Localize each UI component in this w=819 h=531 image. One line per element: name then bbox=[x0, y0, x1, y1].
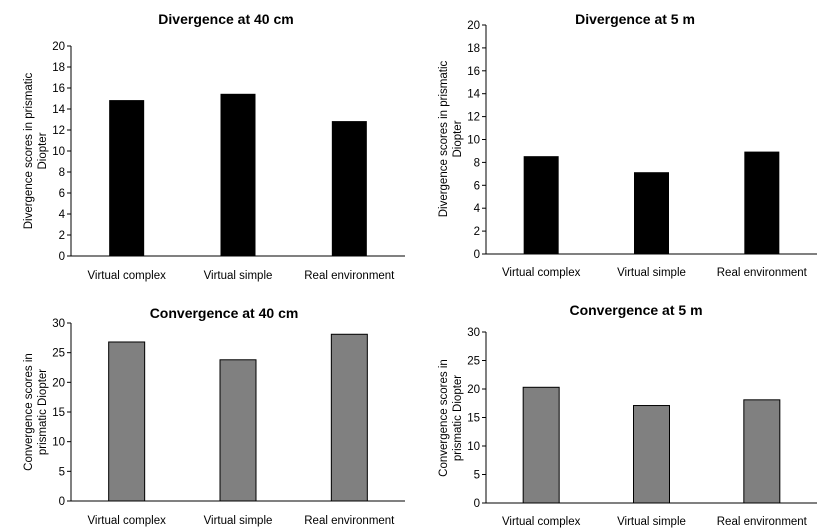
y-tick-label: 2 bbox=[59, 230, 65, 242]
y-tick-label: 8 bbox=[474, 157, 480, 169]
y-tick-label: 10 bbox=[467, 441, 480, 453]
y-tick-label: 15 bbox=[52, 407, 65, 419]
bar bbox=[330, 333, 368, 502]
x-category-label: Virtual complex bbox=[87, 515, 166, 527]
y-tick-label: 6 bbox=[59, 188, 65, 200]
chart-title: Convergence at 40 cm bbox=[150, 305, 299, 321]
y-tick-label: 20 bbox=[52, 41, 65, 53]
y-tick-label: 14 bbox=[52, 104, 65, 116]
y-tick-label: 20 bbox=[467, 384, 480, 396]
y-axis-label: Divergence scores in prismatic Diopter bbox=[23, 72, 49, 229]
y-tick-label: 4 bbox=[474, 203, 481, 215]
y-tick-label: 30 bbox=[52, 318, 65, 330]
chart-panel-4: Convergence at 5 m 0 5 10 15 20 25 30 Convergenc… bbox=[438, 302, 817, 528]
y-tick-label: 4 bbox=[59, 209, 66, 221]
y-tick-label: 2 bbox=[474, 226, 480, 238]
y-tick-label: 16 bbox=[52, 83, 65, 95]
y-tick-label: 0 bbox=[474, 249, 480, 261]
y-tick-label: 30 bbox=[467, 327, 480, 339]
x-category-label: Real environment bbox=[304, 270, 395, 282]
x-category-label: Virtual complex bbox=[502, 267, 581, 279]
bar bbox=[331, 121, 367, 257]
y-tick-label: 25 bbox=[467, 356, 480, 368]
y-axis-label-line: Divergence scores in prismatic bbox=[23, 72, 35, 229]
chart-title: Divergence at 40 cm bbox=[158, 11, 293, 27]
y-tick-label: 18 bbox=[52, 62, 65, 74]
y-tick-label: 25 bbox=[52, 348, 65, 360]
y-tick-label: 12 bbox=[467, 112, 480, 124]
y-tick-label: 18 bbox=[467, 43, 480, 55]
y-tick-label: 8 bbox=[59, 167, 65, 179]
x-category-label: Real environment bbox=[717, 516, 808, 528]
chart-title: Divergence at 5 m bbox=[575, 11, 695, 27]
bar bbox=[744, 151, 780, 255]
y-axis-label-line: Convergence scores in bbox=[438, 359, 450, 477]
y-axis-label-line: prismatic Diopter bbox=[37, 369, 49, 455]
bar bbox=[522, 386, 560, 504]
y-tick-label: 10 bbox=[467, 135, 480, 147]
y-tick-label: 10 bbox=[52, 437, 65, 449]
y-axis-label-line: Diopter bbox=[452, 120, 464, 157]
y-tick-label: 14 bbox=[467, 89, 480, 101]
x-category-label: Virtual complex bbox=[502, 516, 581, 528]
y-tick-label: 20 bbox=[467, 20, 480, 32]
bar bbox=[523, 156, 559, 255]
y-axis-label: Convergence scores in prismatic Diopter bbox=[23, 353, 49, 471]
bar bbox=[633, 405, 670, 504]
y-tick-label: 20 bbox=[52, 377, 65, 389]
x-category-label: Virtual simple bbox=[617, 516, 686, 528]
x-category-label: Virtual simple bbox=[204, 270, 273, 282]
chart-panel-1: Divergence at 40 cm 0 2 4 6 8 10 12 14 16 18 20 Dive… bbox=[23, 11, 405, 282]
x-category-label: Real environment bbox=[717, 267, 808, 279]
bar bbox=[219, 359, 257, 502]
y-axis-label-line: Diopter bbox=[37, 132, 49, 169]
y-tick-label: 5 bbox=[59, 466, 65, 478]
y-axis-label: Divergence scores in prismatic Diopter bbox=[438, 60, 464, 217]
chart-title: Convergence at 5 m bbox=[569, 302, 702, 318]
y-axis-label-line: Divergence scores in prismatic bbox=[438, 60, 450, 217]
bar bbox=[109, 100, 145, 257]
bar bbox=[220, 93, 256, 257]
bar bbox=[743, 399, 781, 504]
x-category-label: Virtual simple bbox=[617, 267, 686, 279]
y-axis-label-line: Convergence scores in bbox=[23, 353, 35, 471]
y-tick-label: 12 bbox=[52, 125, 65, 137]
y-tick-label: 0 bbox=[59, 251, 65, 263]
y-tick-label: 0 bbox=[474, 498, 480, 510]
y-tick-label: 0 bbox=[59, 496, 65, 508]
y-axis-label: Convergence scores in prismatic Diopter bbox=[438, 359, 464, 477]
bar bbox=[634, 172, 669, 255]
y-axis-label-line: prismatic Diopter bbox=[452, 375, 464, 461]
x-category-label: Virtual simple bbox=[204, 515, 273, 527]
y-tick-label: 5 bbox=[474, 470, 480, 482]
x-category-label: Virtual complex bbox=[87, 270, 166, 282]
y-tick-label: 10 bbox=[52, 146, 65, 158]
y-tick-label: 6 bbox=[474, 180, 480, 192]
y-tick-label: 16 bbox=[467, 66, 480, 78]
chart-panel-2: Divergence at 5 m 0 2 4 6 8 10 12 14 16 18 20 Diverg… bbox=[438, 11, 817, 279]
chart-panel-3: Convergence at 40 cm 0 5 10 15 20 25 30 Converge… bbox=[23, 305, 405, 527]
y-tick-label: 15 bbox=[467, 413, 480, 425]
x-category-label: Real environment bbox=[304, 515, 395, 527]
bar bbox=[108, 341, 146, 502]
